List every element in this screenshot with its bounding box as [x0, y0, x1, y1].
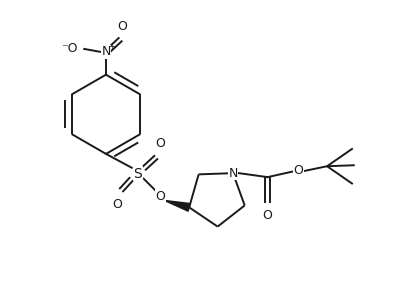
Text: N: N [228, 167, 237, 180]
Text: O: O [112, 198, 121, 211]
Text: O: O [155, 137, 165, 150]
Text: O: O [155, 190, 165, 203]
Text: +: + [108, 42, 115, 51]
Text: ⁻O: ⁻O [61, 42, 77, 55]
Text: N: N [101, 45, 110, 58]
Text: O: O [116, 20, 126, 33]
Text: O: O [262, 209, 272, 222]
Polygon shape [164, 200, 190, 211]
Text: S: S [133, 167, 142, 181]
Text: O: O [293, 164, 303, 177]
